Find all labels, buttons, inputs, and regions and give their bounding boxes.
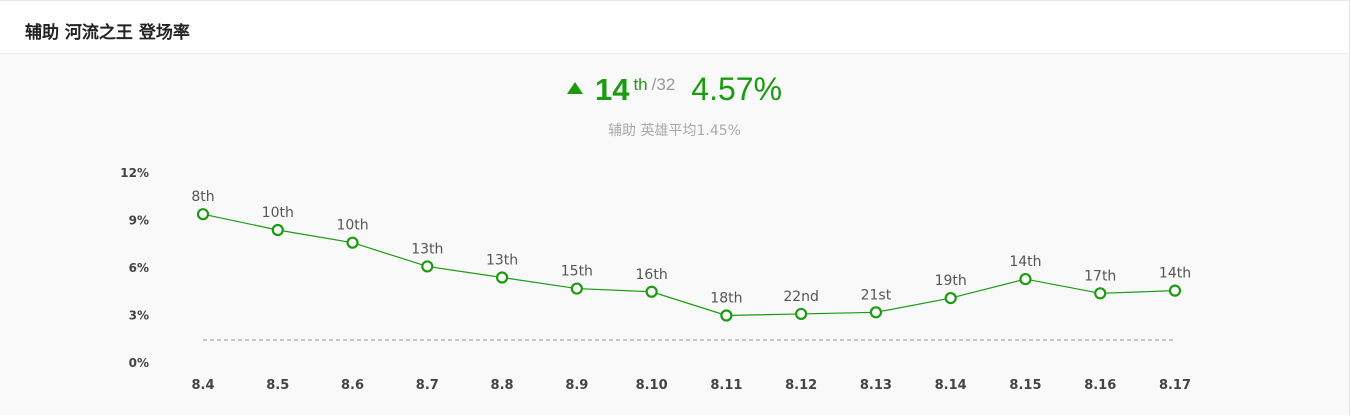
series-line — [202, 213, 1176, 317]
point-rank-label: 17th — [1084, 268, 1116, 284]
point-rank-label: 8th — [191, 189, 214, 205]
data-point — [1019, 272, 1032, 286]
data-point — [1168, 284, 1182, 297]
data-point — [944, 291, 957, 305]
point-rank-label: 10th — [336, 218, 368, 234]
data-point — [421, 260, 434, 273]
x-tick-label: 8.7 — [416, 378, 439, 393]
y-tick-label: 3% — [129, 309, 149, 323]
data-point — [720, 309, 733, 322]
point-rank-label: 14th — [1159, 266, 1191, 282]
point-rank-label: 15th — [561, 264, 593, 280]
x-tick-label: 8.9 — [565, 378, 588, 393]
point-rank-label: 21st — [861, 287, 892, 303]
y-tick-label: 6% — [129, 261, 149, 275]
x-tick-label: 8.10 — [636, 378, 668, 393]
x-tick-label: 8.17 — [1159, 378, 1191, 393]
data-point — [346, 236, 359, 249]
x-tick-label: 8.6 — [341, 378, 364, 393]
point-rank-label: 19th — [935, 273, 967, 289]
role-average-text: 辅助 英雄平均1.45% — [608, 123, 741, 139]
x-tick-label: 8.8 — [491, 378, 514, 393]
data-point — [196, 208, 210, 221]
trend-up-icon — [566, 82, 583, 94]
x-tick-label: 8.12 — [785, 378, 817, 393]
data-point — [645, 285, 658, 298]
y-tick-label: 9% — [129, 214, 149, 228]
x-tick-label: 8.13 — [860, 378, 892, 393]
point-rank-label: 13th — [486, 253, 518, 269]
rank-total: /32 — [651, 75, 676, 94]
x-tick-label: 8.11 — [710, 378, 742, 393]
data-point — [869, 306, 883, 319]
point-rank-label: 16th — [636, 267, 668, 283]
current-rank: 14 — [594, 72, 630, 107]
y-tick-label: 0% — [129, 356, 149, 370]
data-point — [495, 271, 509, 284]
x-tick-label: 8.15 — [1009, 378, 1041, 393]
x-tick-label: 8.14 — [935, 378, 967, 393]
y-tick-label: 12% — [120, 166, 149, 180]
point-rank-label: 18th — [710, 291, 742, 307]
point-rank-label: 14th — [1009, 254, 1041, 270]
x-tick-label: 8.5 — [266, 378, 289, 393]
x-tick-label: 8.4 — [191, 378, 214, 393]
data-point — [795, 307, 808, 321]
panel-header: 辅助 河流之王 登场率 — [0, 1, 1349, 54]
rank-suffix: th — [633, 75, 648, 94]
data-point — [570, 282, 583, 295]
point-rank-label: 13th — [411, 241, 443, 257]
point-rank-label: 10th — [262, 205, 294, 221]
data-point — [1094, 287, 1107, 300]
point-rank-label: 22nd — [783, 289, 819, 305]
x-tick-label: 8.16 — [1084, 378, 1116, 393]
current-rate: 4.57% — [691, 71, 783, 107]
data-point — [271, 223, 284, 237]
panel-title: 辅助 河流之王 登场率 — [25, 23, 190, 43]
